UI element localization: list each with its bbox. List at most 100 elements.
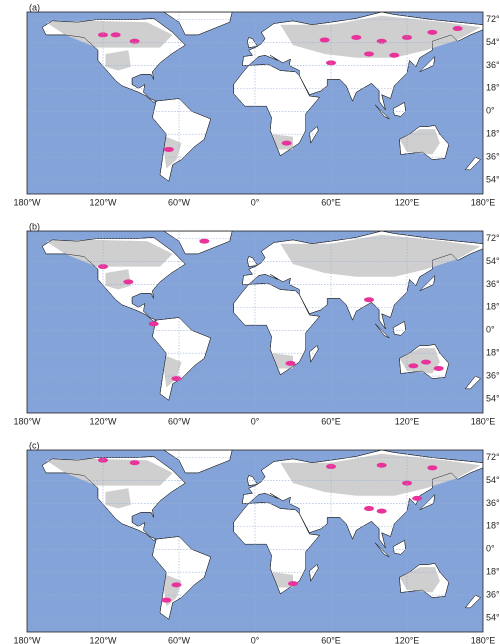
border — [399, 563, 450, 598]
map-panel: 180°W 120°W 60°W 0° 60°E 120°E 180°E 72°N 54°N 36… — [13, 221, 500, 426]
border — [247, 256, 258, 267]
x-tick-label: 180°E — [471, 635, 496, 644]
y-tick-label: 36°N — [486, 279, 500, 289]
gray-area — [163, 136, 182, 169]
gray-area — [46, 239, 173, 267]
x-tick-label: 0° — [251, 197, 260, 207]
y-tick-label: 72°N — [486, 233, 500, 243]
y-tick-label: 18°S — [486, 567, 500, 577]
y-tick-label: 54°N — [486, 256, 500, 266]
x-tick-label: 180°E — [471, 416, 496, 426]
highlight-patch — [161, 597, 172, 603]
y-tick-label: 18°S — [486, 348, 500, 358]
x-tick-label: 0° — [251, 635, 260, 644]
highlight-patch — [412, 495, 423, 501]
highlight-patch — [110, 32, 121, 38]
border — [392, 540, 406, 555]
x-tick-label: 0° — [251, 416, 260, 426]
x-tick-label: 180°W — [13, 635, 41, 644]
map-content — [27, 450, 483, 632]
x-tick-label: 60°E — [321, 416, 341, 426]
highlight-patch — [408, 363, 419, 369]
highlight-patch — [351, 34, 362, 40]
highlight-patch — [288, 581, 298, 587]
y-tick-label: 18°S — [486, 129, 500, 139]
border — [247, 475, 258, 486]
y-tick-label: 54°N — [486, 37, 500, 47]
x-tick-label: 180°W — [13, 416, 41, 426]
border — [375, 542, 390, 558]
highlight-patch — [326, 60, 336, 66]
border — [399, 125, 450, 160]
map-frame — [26, 11, 484, 195]
x-tick-label: 60°W — [168, 197, 191, 207]
y-tick-label: 36°S — [486, 370, 500, 380]
border — [309, 126, 319, 144]
gray-area — [399, 129, 440, 155]
y-tick-label: 18°N — [486, 83, 500, 93]
map-frame — [26, 230, 484, 414]
highlight-patch — [285, 360, 296, 366]
border — [242, 231, 483, 330]
highlight-patch — [364, 51, 374, 57]
map-panel: 180°W 120°W 60°W 0° 60°E 120°E 180°E 72°N 54°N 36… — [13, 440, 500, 644]
highlight-patch — [98, 264, 108, 270]
highlight-patch — [199, 238, 210, 244]
panel-label: (c) — [29, 440, 40, 450]
highlight-patch — [452, 26, 463, 32]
highlight-patch — [427, 29, 438, 35]
highlight-patch — [427, 465, 438, 471]
border — [247, 37, 258, 48]
x-tick-label: 120°W — [89, 197, 117, 207]
highlight-patch — [129, 460, 140, 466]
gray-area — [280, 234, 481, 277]
y-tick-label: 0° — [486, 544, 495, 554]
y-tick-label: 54°S — [486, 174, 500, 184]
highlight-patch — [281, 140, 292, 146]
highlight-patch — [163, 146, 174, 152]
y-tick-label: 18°N — [486, 302, 500, 312]
y-tick-label: 54°S — [486, 612, 500, 622]
border — [419, 493, 436, 511]
map-content — [27, 231, 483, 413]
gray-area — [46, 20, 173, 48]
panel-label: (b) — [29, 221, 40, 231]
highlight-patch — [421, 359, 431, 365]
gray-area — [46, 458, 173, 486]
x-tick-label: 120°E — [395, 635, 420, 644]
x-tick-label: 60°E — [321, 635, 341, 644]
x-tick-label: 120°E — [395, 416, 420, 426]
border — [309, 564, 319, 582]
y-tick-label: 72°N — [486, 452, 500, 462]
border — [392, 321, 406, 336]
border — [152, 536, 212, 620]
map-frame — [26, 449, 484, 633]
x-tick-label: 180°W — [13, 197, 41, 207]
highlight-patch — [98, 32, 108, 38]
highlight-patch — [376, 462, 387, 468]
border — [309, 345, 319, 363]
highlight-patch — [364, 506, 374, 512]
y-tick-label: 54°N — [486, 475, 500, 485]
x-tick-label: 120°E — [395, 197, 420, 207]
border — [233, 63, 321, 157]
highlight-patch — [171, 376, 182, 382]
y-tick-label: 72°N — [486, 14, 500, 24]
y-tick-label: 36°S — [486, 589, 500, 599]
highlight-patch — [326, 464, 336, 470]
y-tick-label: 36°S — [486, 151, 500, 161]
highlight-patch — [148, 321, 159, 327]
border — [152, 98, 212, 182]
highlight-patch — [376, 508, 387, 514]
border — [464, 375, 481, 390]
highlight-patch — [129, 38, 140, 44]
gray-area — [280, 15, 481, 58]
border — [233, 501, 321, 595]
highlight-patch — [123, 279, 134, 285]
x-tick-label: 180°E — [471, 197, 496, 207]
gray-area — [399, 567, 440, 593]
map-panel: 180°W 120°W 60°W 0° 60°E 120°E 180°E 72°N 54°N 36… — [13, 2, 500, 207]
map-content — [27, 12, 483, 194]
border — [152, 317, 212, 401]
border — [392, 102, 406, 117]
